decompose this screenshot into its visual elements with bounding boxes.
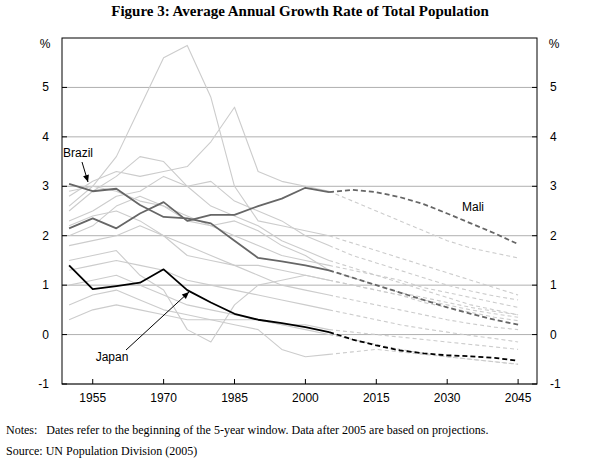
y-axis-label: % bbox=[40, 37, 51, 51]
series-line bbox=[69, 157, 329, 261]
x-tick-label: 2000 bbox=[292, 391, 319, 405]
series-line bbox=[69, 196, 329, 265]
grid-line bbox=[62, 334, 537, 335]
series-line bbox=[69, 265, 329, 332]
x-tick-label: 1970 bbox=[150, 391, 177, 405]
x-tick bbox=[234, 379, 235, 384]
y-tick bbox=[532, 334, 537, 335]
arrow-line bbox=[126, 292, 189, 350]
grid-line bbox=[62, 136, 537, 137]
y-tick bbox=[62, 87, 67, 88]
y-tick bbox=[62, 186, 67, 187]
y-tick bbox=[532, 285, 537, 286]
x-tick-label: 1985 bbox=[221, 391, 248, 405]
series-line bbox=[329, 260, 518, 314]
y-tick bbox=[532, 87, 537, 88]
series-line bbox=[69, 184, 329, 271]
grid-line bbox=[62, 186, 537, 187]
y-tick-label: 3 bbox=[42, 179, 49, 193]
x-tick bbox=[447, 379, 448, 384]
arrow-head bbox=[182, 292, 189, 299]
y-tick-label: 1 bbox=[42, 278, 49, 292]
x-tick-label: 2045 bbox=[505, 391, 532, 405]
series-line bbox=[69, 186, 329, 270]
y-tick-label: 4 bbox=[550, 130, 557, 144]
y-tick-label: 5 bbox=[550, 80, 557, 94]
series-line bbox=[69, 176, 329, 245]
y-tick-label: 3 bbox=[550, 179, 557, 193]
series-line bbox=[69, 107, 329, 196]
x-tick-label: 1955 bbox=[79, 391, 106, 405]
series-line bbox=[69, 45, 329, 235]
series-line bbox=[329, 190, 518, 244]
series-line bbox=[69, 226, 329, 295]
grid-line bbox=[62, 87, 537, 88]
series-line bbox=[329, 265, 518, 307]
plot-frame bbox=[62, 38, 537, 384]
y-tick bbox=[62, 235, 67, 236]
x-tick bbox=[92, 379, 93, 384]
y-tick-label: 2 bbox=[550, 229, 557, 243]
arrow-line bbox=[82, 162, 88, 182]
arrow-head bbox=[83, 174, 89, 182]
series-line bbox=[69, 275, 329, 329]
chart-container: Figure 3: Average Annual Growth Rate of … bbox=[0, 0, 600, 463]
grid-line bbox=[62, 285, 537, 286]
series-line bbox=[329, 330, 518, 350]
annotation: Japan bbox=[96, 350, 129, 364]
chart-svg: Figure 3: Average Annual Growth Rate of … bbox=[0, 0, 600, 463]
y-tick-label: 2 bbox=[42, 229, 49, 243]
y-tick bbox=[62, 334, 67, 335]
series-line bbox=[329, 280, 518, 317]
y-tick bbox=[532, 186, 537, 187]
series-line bbox=[69, 188, 329, 229]
y-tick bbox=[532, 235, 537, 236]
grid-line bbox=[62, 235, 537, 236]
series-line bbox=[329, 332, 518, 361]
series-line bbox=[329, 246, 518, 300]
y-tick-label: -1 bbox=[550, 377, 561, 391]
series-line bbox=[329, 310, 518, 342]
series-line bbox=[329, 191, 518, 258]
x-tick bbox=[163, 379, 164, 384]
x-tick-label: 2030 bbox=[434, 391, 461, 405]
y-tick bbox=[62, 285, 67, 286]
series-line bbox=[329, 270, 518, 324]
source: Source: UN Population Division (2005) bbox=[6, 444, 197, 458]
x-tick bbox=[376, 379, 377, 384]
y-tick-label: -1 bbox=[38, 377, 49, 391]
y-tick-label: 0 bbox=[550, 328, 557, 342]
x-tick-label: 2015 bbox=[363, 391, 390, 405]
x-tick bbox=[305, 379, 306, 384]
y-tick bbox=[62, 136, 67, 137]
y-tick-label: 0 bbox=[42, 328, 49, 342]
series-line bbox=[329, 270, 518, 314]
x-tick bbox=[518, 379, 519, 384]
series-line bbox=[69, 251, 329, 342]
y-tick bbox=[532, 136, 537, 137]
y-tick-label: 4 bbox=[42, 130, 49, 144]
notes: Notes: Dates refer to the beginning of t… bbox=[6, 423, 488, 437]
y-tick-label: 1 bbox=[550, 278, 557, 292]
y-axis-label: % bbox=[549, 37, 560, 51]
series-line bbox=[69, 260, 329, 309]
annotation: Brazil bbox=[63, 146, 93, 160]
series-group bbox=[69, 45, 518, 364]
annotation: Mali bbox=[462, 200, 484, 214]
y-tick-label: 5 bbox=[42, 80, 49, 94]
title: Figure 3: Average Annual Growth Rate of … bbox=[111, 3, 489, 19]
